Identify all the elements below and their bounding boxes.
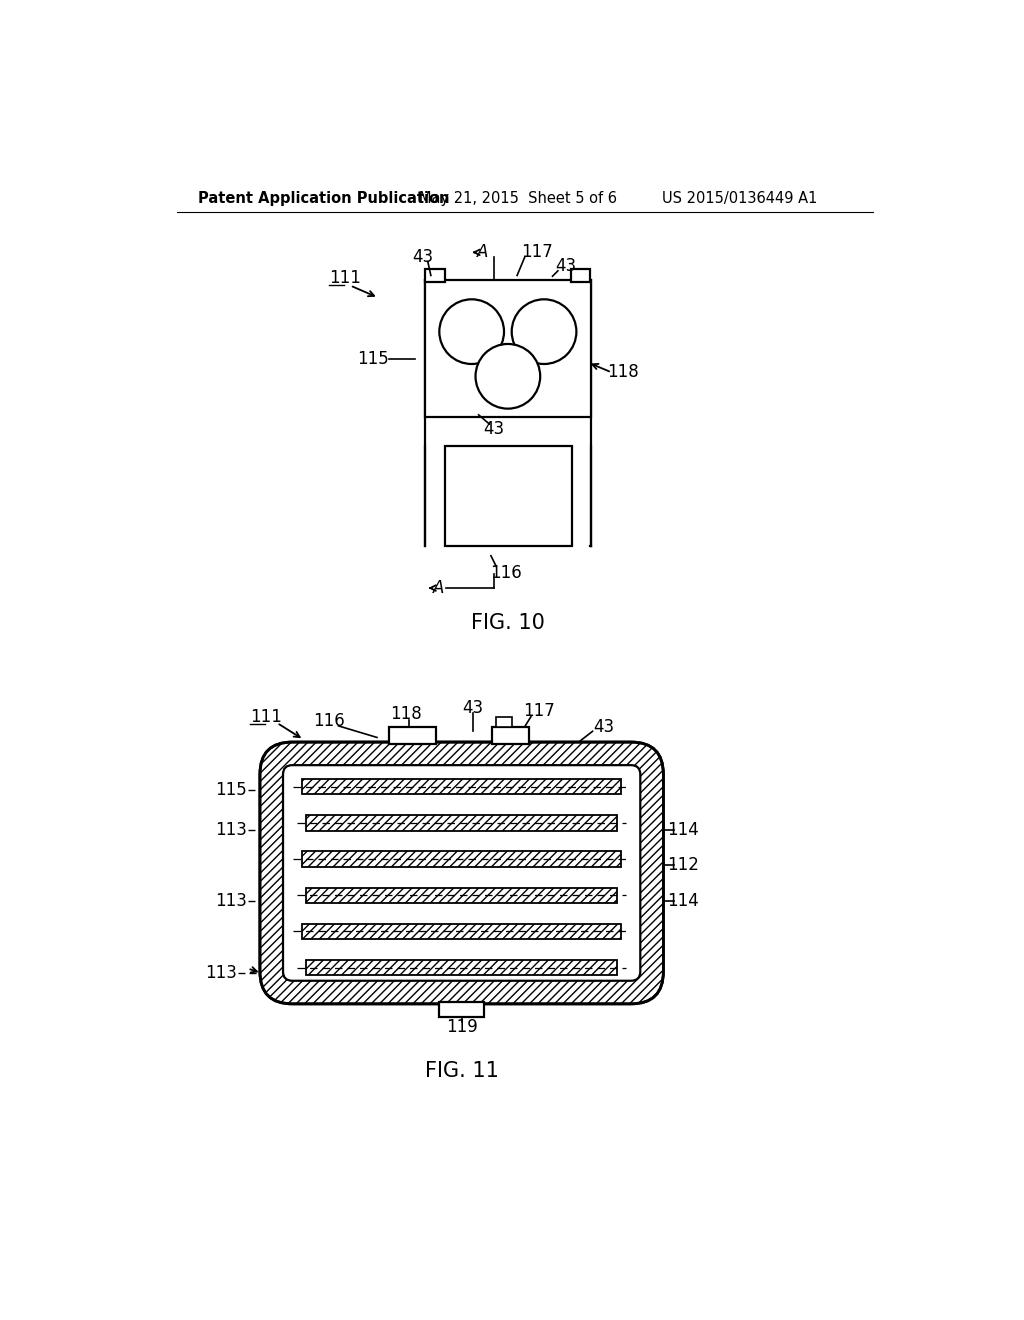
Bar <box>439 1002 484 1016</box>
Text: 118: 118 <box>390 705 422 723</box>
FancyBboxPatch shape <box>260 742 664 1003</box>
Bar <box>306 960 617 975</box>
Bar <box>425 280 591 417</box>
Text: 112: 112 <box>668 857 699 874</box>
Bar <box>571 268 590 281</box>
Text: FIG. 11: FIG. 11 <box>425 1061 499 1081</box>
Text: 43: 43 <box>463 700 483 717</box>
Text: A: A <box>477 243 488 261</box>
Text: 117: 117 <box>521 243 553 261</box>
Bar <box>302 779 621 795</box>
Text: A: A <box>433 579 444 597</box>
Text: 116: 116 <box>313 711 345 730</box>
Text: 43: 43 <box>594 718 614 735</box>
Bar <box>302 851 621 867</box>
Text: 111: 111 <box>330 269 361 286</box>
Text: 117: 117 <box>523 702 555 721</box>
Bar <box>444 446 571 546</box>
Text: 43: 43 <box>555 257 577 275</box>
Circle shape <box>512 300 577 364</box>
Text: May 21, 2015  Sheet 5 of 6: May 21, 2015 Sheet 5 of 6 <box>419 191 617 206</box>
Bar <box>493 726 529 744</box>
Bar <box>306 816 617 830</box>
Text: Patent Application Publication: Patent Application Publication <box>199 191 450 206</box>
Text: 118: 118 <box>607 363 639 381</box>
Text: FIG. 10: FIG. 10 <box>471 614 545 634</box>
Text: US 2015/0136449 A1: US 2015/0136449 A1 <box>662 191 817 206</box>
Bar <box>425 268 444 281</box>
Text: 113: 113 <box>215 821 247 838</box>
Text: 111: 111 <box>250 708 282 726</box>
FancyBboxPatch shape <box>283 766 640 981</box>
Text: 115: 115 <box>357 350 389 367</box>
Bar <box>306 887 617 903</box>
Text: 43: 43 <box>413 248 434 265</box>
Circle shape <box>475 345 541 409</box>
Circle shape <box>439 300 504 364</box>
Text: 116: 116 <box>489 564 521 582</box>
Bar <box>496 717 512 726</box>
Bar <box>388 726 436 744</box>
Bar <box>302 924 621 940</box>
Text: 114: 114 <box>668 892 699 911</box>
Text: 114: 114 <box>668 821 699 838</box>
Text: 113: 113 <box>206 964 238 982</box>
Text: 43: 43 <box>483 421 505 438</box>
Text: 119: 119 <box>445 1018 477 1036</box>
Text: 115: 115 <box>215 781 247 799</box>
Text: 113: 113 <box>215 892 247 911</box>
